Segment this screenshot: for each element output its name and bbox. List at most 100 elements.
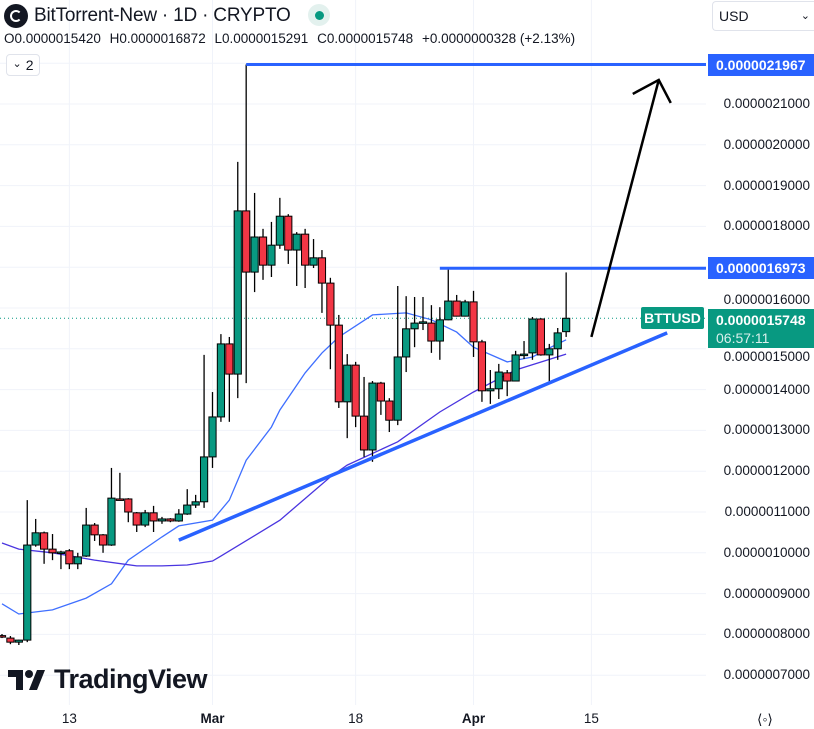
candle xyxy=(562,272,571,337)
candle-body xyxy=(562,317,571,333)
market-open-status-icon[interactable] xyxy=(308,4,330,26)
price-tick-label: 0.0000021000 xyxy=(723,96,810,111)
symbol-header[interactable]: BitTorrent-New · 1D · CRYPTO xyxy=(4,4,291,28)
candle-body xyxy=(427,322,436,342)
candle-body xyxy=(31,532,40,546)
candle-body xyxy=(528,318,537,354)
candle xyxy=(528,316,537,360)
candle-body xyxy=(536,318,545,356)
price-tick-label: 0.0000016000 xyxy=(723,292,810,307)
candle-body xyxy=(40,532,49,550)
candle-body xyxy=(199,456,209,503)
resistance-mid-price-label: 0.0000016973 xyxy=(708,257,814,280)
candle-body xyxy=(166,518,175,522)
candle xyxy=(56,550,66,570)
symbol-price-label: BTTUSD xyxy=(641,307,704,330)
time-tick-label: Mar xyxy=(200,711,225,726)
tradingview-logo-icon xyxy=(8,669,45,690)
candle-body xyxy=(469,301,478,343)
candle-body xyxy=(48,548,57,554)
candle xyxy=(486,370,495,404)
arrow-line xyxy=(590,79,660,338)
time-tick-label: Apr xyxy=(461,711,486,726)
indicators-collapse-button[interactable]: ⌄ 2 xyxy=(6,54,40,76)
candle-body xyxy=(368,382,377,451)
chevron-down-icon: ⌄ xyxy=(800,10,810,22)
candle xyxy=(258,228,268,280)
candle-body xyxy=(14,639,23,643)
candle-body xyxy=(292,233,301,251)
candle-body xyxy=(385,400,394,421)
support-trendline xyxy=(178,331,668,542)
ohlc-legend: O0.0000015420 H0.0000016872 L0.000001529… xyxy=(4,31,580,46)
candle xyxy=(376,381,385,415)
tradingview-logo[interactable]: TradingView xyxy=(8,664,208,695)
candle-body xyxy=(6,637,15,643)
last-price-label: 0.0000015748 06:57:11 xyxy=(708,309,814,348)
candle xyxy=(553,327,562,360)
tradingview-wordmark: TradingView xyxy=(54,664,208,694)
bittorrent-logo-icon xyxy=(4,4,28,28)
candle xyxy=(225,336,234,422)
candle xyxy=(107,467,116,546)
candle-body xyxy=(157,518,167,522)
candle-body xyxy=(553,332,562,350)
candle-body xyxy=(503,372,512,382)
candle xyxy=(326,277,335,370)
price-tick-label: 0.0000018000 xyxy=(723,218,810,234)
currency-value: USD xyxy=(719,8,749,24)
low-value: L0.0000015291 xyxy=(214,31,309,46)
candle-body xyxy=(545,348,554,356)
candle-body xyxy=(402,328,411,358)
candle-body xyxy=(82,524,91,557)
candle-body xyxy=(183,504,192,515)
candle xyxy=(0,633,7,639)
bar-countdown: 06:57:11 xyxy=(716,330,770,346)
candle xyxy=(418,296,428,331)
candle xyxy=(284,214,293,264)
candle-body xyxy=(494,371,503,390)
candle xyxy=(191,494,200,508)
candle xyxy=(174,509,183,522)
candle-body xyxy=(124,498,133,513)
candle xyxy=(275,197,284,249)
candle-body xyxy=(216,343,226,418)
candle xyxy=(368,381,377,462)
candle xyxy=(545,343,554,384)
price-tick-label: 0.0000007000 xyxy=(723,667,810,683)
change-value: +0.0000000328 (+2.13%) xyxy=(421,31,576,46)
candle-body xyxy=(410,322,419,330)
candle-body xyxy=(334,324,343,403)
chart-settings-icon[interactable]: ⟨◦⟩ xyxy=(757,711,773,727)
candle-body xyxy=(452,300,461,317)
time-tick-label: 18 xyxy=(348,711,364,726)
candle-body xyxy=(393,356,402,421)
price-tick-label: 0.0000014000 xyxy=(723,381,810,397)
candle-body xyxy=(233,210,242,375)
candle-body xyxy=(418,321,428,324)
time-tick-label: 15 xyxy=(583,711,599,726)
candle-body xyxy=(23,544,32,641)
price-tick-label: 0.0000008000 xyxy=(723,626,810,642)
candle xyxy=(250,192,259,293)
candle xyxy=(199,354,209,508)
candle xyxy=(461,299,470,317)
candle xyxy=(393,285,402,426)
currency-select[interactable]: USD ⌄ xyxy=(712,1,814,31)
high-value: H0.0000016872 xyxy=(109,31,206,46)
candle-body xyxy=(326,282,335,326)
symbol-title[interactable]: BitTorrent-New · 1D · CRYPTO xyxy=(34,5,291,26)
candle-body xyxy=(519,353,529,357)
candle xyxy=(469,290,478,357)
price-tick-label: 0.0000020000 xyxy=(723,136,810,152)
resistance-high-price-label: 0.0000021967 xyxy=(708,53,814,76)
candle-body xyxy=(115,498,124,501)
candle xyxy=(6,636,15,645)
candle xyxy=(23,500,32,643)
candle xyxy=(90,523,99,541)
candles xyxy=(0,64,571,646)
candle xyxy=(141,509,150,528)
candle-body xyxy=(258,236,268,266)
candle-body xyxy=(309,257,318,266)
